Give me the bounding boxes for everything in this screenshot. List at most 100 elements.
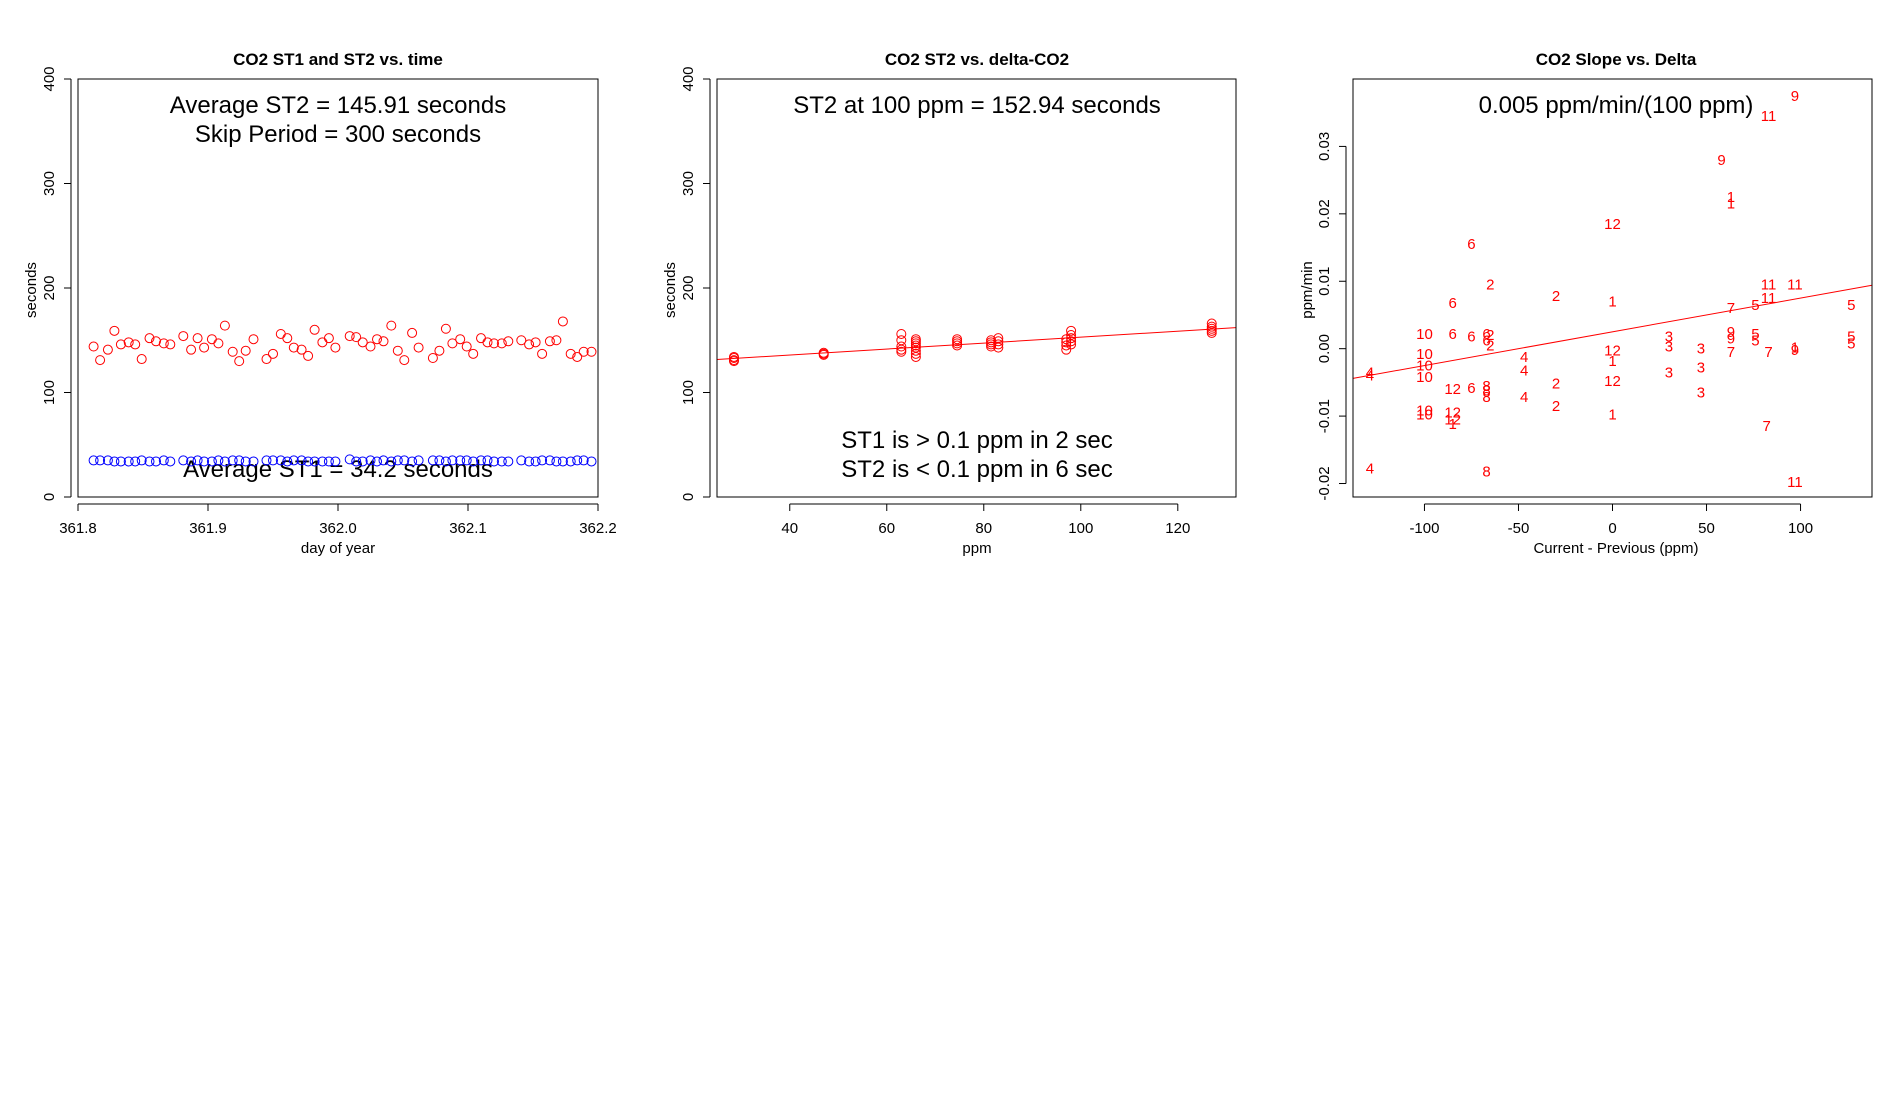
data-point-st1: [572, 455, 583, 466]
data-point-st2: [288, 342, 299, 353]
regression-line: [1352, 284, 1873, 379]
data-point-st1: [227, 455, 238, 466]
data-point-st2: [993, 336, 1004, 347]
x-tick-label: 40: [781, 520, 798, 537]
data-point-st2: [303, 350, 314, 361]
data-point-st1: [282, 456, 293, 467]
data-point-st1: [557, 456, 568, 467]
data-point-st2: [524, 339, 535, 350]
annotation-st1-threshold: ST1 is > 0.1 ppm in 2 sec: [841, 427, 1112, 454]
data-point-st1: [206, 456, 217, 467]
data-point-st1: [151, 456, 161, 467]
data-point-st1: [136, 455, 147, 466]
data-point-st2: [482, 337, 493, 348]
data-point-st2: [1066, 333, 1077, 344]
data-point-st1: [503, 456, 514, 467]
data-point-st2: [378, 336, 389, 347]
data-point-label: 9: [1727, 324, 1735, 341]
data-point-st1: [115, 456, 126, 467]
data-point-st2: [192, 333, 203, 344]
data-point-st2: [234, 356, 245, 367]
axis-ticks: 361.8 361.9 362.0 362.1 362.2 0 100 200 300 400: [41, 66, 617, 537]
y-tick-label: 0.00: [1316, 334, 1333, 363]
x-tick-label: 100: [1068, 520, 1093, 537]
data-point-st1: [407, 456, 418, 467]
regression-line: [716, 327, 1237, 360]
data-point-label: 3: [1665, 339, 1673, 356]
data-point-label: 12: [1604, 343, 1621, 360]
annotation-st2-threshold: ST2 is < 0.1 ppm in 6 sec: [841, 456, 1112, 483]
data-point-st2: [896, 335, 907, 346]
data-point-st1: [482, 455, 493, 466]
data-point-label: 7: [1727, 344, 1735, 361]
data-point-label: 2: [1486, 327, 1494, 344]
data-point-st2: [537, 348, 548, 359]
data-point-st1: [186, 456, 197, 467]
x-tick-label: 362.2: [579, 520, 617, 537]
x-tick-label: -100: [1409, 520, 1439, 537]
data-point-st1: [240, 456, 251, 467]
data-point-label: 5: [1751, 297, 1759, 314]
data-point-label: 10: [1416, 358, 1433, 375]
data-point-label: 5: [1751, 326, 1759, 343]
panel-co2-st2-vs-delta-co2: CO2 ST2 vs. delta-CO2 ppm seconds ST2 at…: [662, 50, 1237, 557]
data-point-st2: [296, 344, 307, 355]
data-point-label: 12: [1604, 373, 1621, 390]
data-point-st2: [282, 333, 293, 344]
y-tick-label: 100: [680, 380, 697, 405]
data-point-st1: [427, 455, 438, 466]
data-point-st2: [323, 333, 334, 344]
x-axis-title: Current - Previous (ppm): [1533, 540, 1698, 557]
data-point-label: 1: [1791, 339, 1799, 356]
data-point-label: 7: [1727, 300, 1735, 317]
data-point-st1: [351, 456, 362, 467]
plot-title: CO2 ST2 vs. delta-CO2: [885, 50, 1069, 69]
data-point-st2: [407, 327, 418, 338]
data-point-label: 6: [1467, 236, 1475, 253]
data-point-st1: [130, 456, 141, 467]
data-point-label: 2: [1552, 398, 1560, 415]
data-point-label: 4: [1366, 364, 1374, 381]
data-point-st1: [530, 456, 541, 467]
axis-ticks: -100 -50 0 50 100 -0.02 -0.01 0.00 0.01 0.02 0.03: [1316, 132, 1813, 537]
data-point-st1: [88, 455, 99, 466]
data-point-st2: [357, 337, 368, 348]
data-point-st2: [993, 339, 1004, 350]
data-point-st1: [123, 456, 134, 467]
data-point-st2: [896, 328, 907, 339]
data-point-st1: [323, 456, 334, 467]
data-point-st2: [1066, 330, 1077, 341]
y-tick-label: 0.01: [1316, 267, 1333, 296]
data-point-label: 12: [1444, 381, 1461, 398]
data-point-st1: [440, 456, 451, 467]
data-point-st2: [586, 346, 597, 357]
data-point-label: 8: [1482, 378, 1490, 395]
data-point-label: 12: [1604, 216, 1621, 233]
data-point-st2: [413, 342, 424, 353]
data-point-label: 5: [1751, 333, 1759, 350]
x-tick-label: 100: [1788, 520, 1813, 537]
y-tick-label: 400: [41, 66, 58, 91]
data-point-st2: [392, 345, 403, 356]
x-tick-label: 361.8: [59, 520, 97, 537]
data-point-label: 7: [1763, 418, 1771, 435]
data-point-st1: [275, 455, 286, 466]
data-point-label: 8: [1482, 389, 1490, 406]
x-tick-label: 362.1: [449, 520, 487, 537]
data-point-st1: [309, 456, 320, 467]
panel-co2-st1-st2-vs-time: CO2 ST1 and ST2 vs. time day of year sec…: [23, 50, 617, 557]
data-point-st1: [551, 456, 562, 467]
data-point-st1: [565, 456, 576, 467]
data-point-label: 11: [1787, 474, 1803, 491]
data-point-st1: [102, 455, 113, 466]
data-point-st2: [309, 324, 320, 335]
data-point-st2: [544, 336, 555, 347]
data-point-label: 10: [1416, 346, 1433, 363]
data-point-st2: [165, 339, 176, 350]
data-point-st2: [565, 348, 576, 359]
data-point-st1: [447, 455, 458, 466]
data-point-label: 10: [1416, 407, 1433, 424]
data-point-st1: [476, 455, 486, 466]
data-point-label: 4: [1366, 461, 1374, 478]
